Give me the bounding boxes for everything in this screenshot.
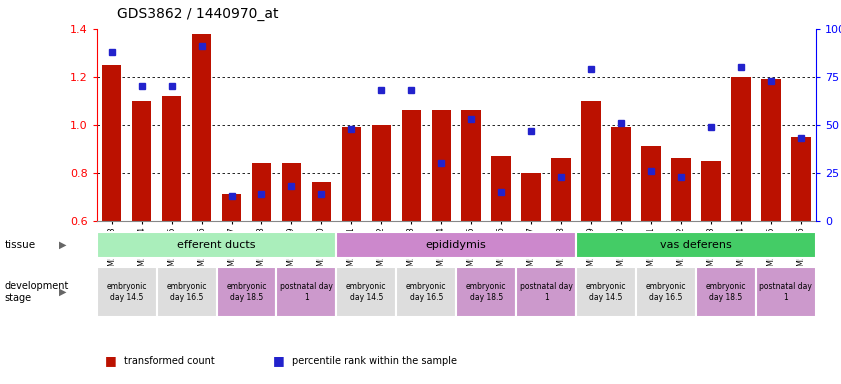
Text: ▶: ▶ — [60, 287, 66, 297]
Bar — [336, 232, 576, 258]
Text: embryonic
day 14.5: embryonic day 14.5 — [586, 282, 627, 301]
Bar — [282, 163, 301, 221]
Text: efferent ducts: efferent ducts — [177, 240, 256, 250]
Bar — [491, 156, 511, 221]
Bar — [516, 267, 576, 316]
Text: postnatal day
1: postnatal day 1 — [520, 282, 573, 301]
Bar — [701, 161, 721, 221]
Bar — [372, 125, 391, 221]
Bar — [756, 267, 816, 316]
Bar — [581, 101, 600, 221]
Text: epididymis: epididymis — [426, 240, 487, 250]
Bar — [192, 34, 211, 221]
Bar — [641, 146, 661, 221]
Text: development
stage: development stage — [4, 281, 69, 303]
Text: GDS3862 / 1440970_at: GDS3862 / 1440970_at — [117, 7, 278, 21]
Bar — [277, 267, 336, 316]
Bar — [791, 137, 811, 221]
Bar — [97, 267, 156, 316]
Bar — [431, 111, 451, 221]
Bar — [696, 267, 756, 316]
Bar — [102, 65, 121, 221]
Text: embryonic
day 16.5: embryonic day 16.5 — [646, 282, 686, 301]
Text: postnatal day
1: postnatal day 1 — [759, 282, 812, 301]
Text: ▶: ▶ — [60, 240, 66, 250]
Bar — [552, 159, 571, 221]
Text: ■: ■ — [105, 354, 117, 367]
Bar — [396, 267, 456, 316]
Bar — [156, 267, 216, 316]
Bar — [336, 267, 396, 316]
Bar — [161, 96, 182, 221]
Bar — [521, 173, 541, 221]
Bar — [576, 267, 636, 316]
Bar — [312, 182, 331, 221]
Bar — [132, 101, 151, 221]
Bar — [636, 267, 696, 316]
Text: embryonic
day 14.5: embryonic day 14.5 — [107, 282, 147, 301]
Bar — [671, 159, 690, 221]
Text: embryonic
day 16.5: embryonic day 16.5 — [406, 282, 447, 301]
Bar — [731, 77, 751, 221]
Bar — [251, 163, 272, 221]
Text: ■: ■ — [273, 354, 285, 367]
Bar — [217, 267, 277, 316]
Text: transformed count: transformed count — [124, 356, 214, 366]
Bar — [401, 111, 421, 221]
Text: embryonic
day 16.5: embryonic day 16.5 — [167, 282, 207, 301]
Text: postnatal day
1: postnatal day 1 — [280, 282, 333, 301]
Bar — [222, 194, 241, 221]
Bar — [462, 111, 481, 221]
Text: vas deferens: vas deferens — [660, 240, 732, 250]
Bar — [576, 232, 816, 258]
Text: embryonic
day 18.5: embryonic day 18.5 — [706, 282, 746, 301]
Text: percentile rank within the sample: percentile rank within the sample — [292, 356, 457, 366]
Bar — [341, 127, 361, 221]
Text: embryonic
day 14.5: embryonic day 14.5 — [346, 282, 387, 301]
Text: tissue: tissue — [4, 240, 35, 250]
Bar — [761, 79, 780, 221]
Text: embryonic
day 18.5: embryonic day 18.5 — [226, 282, 267, 301]
Bar — [611, 127, 631, 221]
Bar — [456, 267, 516, 316]
Text: embryonic
day 18.5: embryonic day 18.5 — [466, 282, 506, 301]
Bar — [97, 232, 336, 258]
